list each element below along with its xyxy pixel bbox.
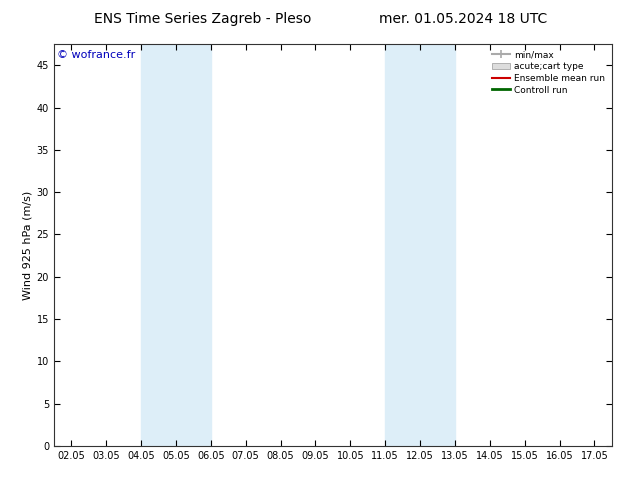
Legend: min/max, acute;cart type, Ensemble mean run, Controll run: min/max, acute;cart type, Ensemble mean … <box>488 47 609 98</box>
Text: © wofrance.fr: © wofrance.fr <box>56 50 135 60</box>
Bar <box>385 44 455 446</box>
Bar <box>141 44 210 446</box>
Text: mer. 01.05.2024 18 UTC: mer. 01.05.2024 18 UTC <box>378 12 547 26</box>
Y-axis label: Wind 925 hPa (m/s): Wind 925 hPa (m/s) <box>22 191 32 299</box>
Text: ENS Time Series Zagreb - Pleso: ENS Time Series Zagreb - Pleso <box>94 12 311 26</box>
